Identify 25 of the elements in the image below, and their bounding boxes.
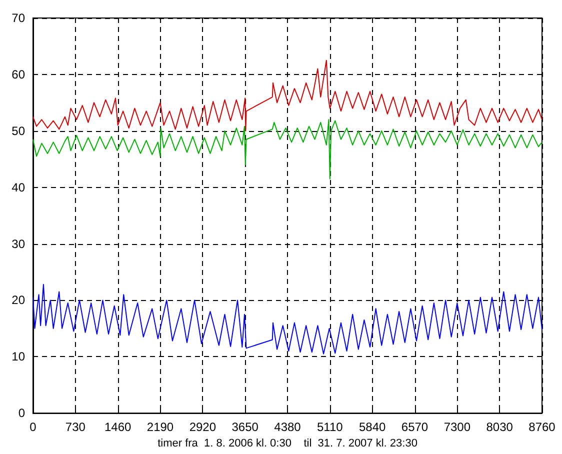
x-tick-label: 4380: [274, 420, 302, 434]
x-tick-label: 2190: [146, 420, 174, 434]
x-tick-label: 8760: [528, 420, 556, 434]
x-tick-label: 3650: [232, 420, 259, 434]
y-tick-label: 70: [12, 11, 26, 25]
line-series: [32, 284, 542, 354]
y-tick-label: 30: [12, 236, 26, 251]
y-tick-label: 40: [12, 180, 26, 194]
y-tick-label: 50: [12, 124, 26, 138]
x-axis-title: timer fra 1. 8. 2006 kl. 0:30 til 31. 7. 2007 kl. 23:30: [158, 438, 418, 450]
y-tick-label: 60: [12, 67, 26, 82]
x-tick-label: 2920: [189, 420, 216, 434]
y-tick-label: 0: [18, 406, 26, 420]
x-tick-label: 730: [65, 420, 86, 434]
y-tick-label: 10: [12, 350, 26, 364]
x-tick-label: 7300: [444, 420, 471, 434]
x-tick-label: 1460: [104, 420, 132, 434]
x-tick-label: 5840: [358, 420, 386, 434]
y-tick-label: 20: [12, 293, 26, 308]
x-tick-label: 6570: [401, 420, 428, 434]
x-tick-label: 5110: [317, 420, 344, 434]
line-series: [32, 60, 542, 132]
x-tick-label: 0: [30, 420, 37, 434]
x-tick-label: 8030: [486, 420, 514, 434]
line-series: [32, 119, 542, 180]
